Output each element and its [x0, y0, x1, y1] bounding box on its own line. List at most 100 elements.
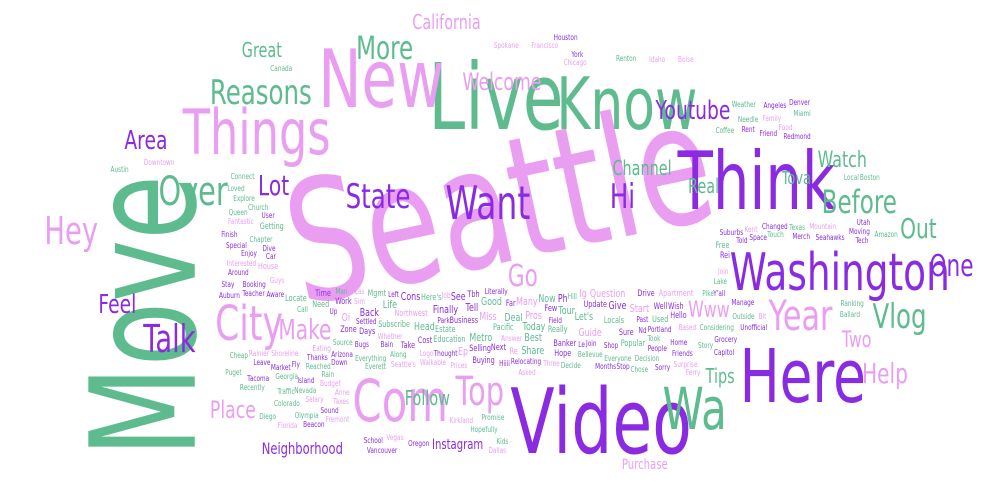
word-finish: Finish: [221, 230, 238, 240]
word-las: Las: [354, 287, 365, 297]
word-story: Story: [697, 340, 713, 350]
word-northwest: Northwest: [394, 309, 429, 320]
word-moving: Moving: [849, 227, 871, 237]
word-man: Man: [335, 287, 348, 297]
word-y-all: Y'all: [713, 289, 726, 299]
word-downtown: Downtown: [143, 158, 174, 168]
word-house: House: [257, 261, 278, 272]
word-explore: Explore: [233, 194, 255, 204]
word-instagram: Instagram: [432, 437, 484, 453]
word-up: Up: [330, 306, 338, 316]
word-bit: Bit: [758, 312, 767, 322]
word-neighborhood: Neighborhood: [261, 439, 344, 458]
word-know: Know: [555, 62, 697, 146]
word-down: Down: [331, 357, 348, 367]
word-island: Island: [297, 376, 315, 386]
word-prices: Prices: [450, 361, 468, 371]
word-start: Start: [629, 302, 649, 316]
word-one: One: [930, 249, 974, 284]
word-family: Family: [762, 114, 782, 124]
word-logo: Logo: [419, 348, 434, 358]
word-good: Good: [481, 295, 503, 309]
word-watch: Watch: [817, 148, 868, 173]
word-video: Video: [510, 370, 692, 475]
word-space: Space: [749, 233, 768, 243]
word-arizona: Arizona: [331, 349, 353, 359]
word-life: Life: [382, 298, 398, 312]
word-follow: Follow: [404, 386, 451, 410]
word-florida: Florida: [277, 421, 298, 431]
word-canada: Canada: [269, 63, 292, 73]
word-cons: Cons: [400, 290, 420, 304]
word-rent: Rent: [741, 124, 756, 134]
word-things: Things: [183, 96, 331, 169]
word-guide: Guide: [578, 325, 603, 339]
word-here-s: Here's: [420, 292, 442, 303]
word-spokane: Spokane: [493, 40, 519, 50]
word-live: Live: [427, 44, 564, 151]
word-place: Place: [209, 396, 256, 424]
word-boston: Boston: [859, 172, 880, 182]
word-drive: Drive: [636, 289, 655, 300]
word-sim: Sim: [354, 297, 366, 307]
word-ferry: Ferry: [685, 368, 701, 378]
word-coffee: Coffee: [715, 126, 734, 136]
word-auburn: Auburn: [219, 290, 241, 300]
word-state: State: [345, 177, 411, 217]
word-next: Next: [491, 343, 507, 354]
word-education: Education: [433, 334, 466, 345]
word-hope: Hope: [553, 348, 571, 359]
word-let-s: Let's: [574, 310, 594, 324]
word-pacific: Pacific: [492, 323, 514, 334]
word-now: Now: [538, 291, 556, 305]
word-cost: Cost: [417, 335, 432, 346]
word-year: Year: [767, 291, 833, 340]
word-stop: Stop: [616, 362, 630, 372]
word-source: Source: [333, 338, 353, 348]
word-past: Past: [636, 315, 649, 325]
word-here: Here: [739, 334, 867, 420]
word-settled: Settled: [356, 316, 377, 326]
word-thought: Thought: [433, 348, 458, 358]
word-friend: Friend: [758, 129, 777, 138]
word-car: Car: [266, 252, 276, 262]
word-dallas: Dallas: [488, 445, 506, 455]
word-anne: Anne: [335, 387, 351, 397]
word-two: Two: [842, 328, 872, 353]
word-more: More: [356, 29, 414, 67]
word-food: Food: [778, 122, 793, 132]
word-eating: Eating: [312, 343, 332, 353]
word-months: Months: [595, 361, 617, 371]
word-go: Go: [507, 259, 538, 294]
word-diego: Diego: [259, 411, 276, 421]
word-getting: Getting: [259, 222, 284, 233]
word-answer: Answer: [501, 333, 523, 343]
word-today: Today: [522, 319, 546, 333]
word-chapter: Chapter: [249, 234, 273, 244]
word-home: Home: [670, 337, 688, 347]
word-join: Join: [717, 266, 729, 276]
word-traffic: Traffic: [277, 386, 295, 396]
word-hello: Hello: [669, 311, 687, 322]
word-manage: Manage: [731, 298, 755, 308]
word-call: Call: [297, 305, 309, 315]
word-church: Church: [247, 202, 268, 212]
word-used: Used: [652, 314, 669, 325]
word-few: Few: [544, 304, 558, 315]
word-three: Three: [542, 358, 560, 368]
word-bellevue: Bellevue: [578, 349, 603, 359]
word-hi: Hi: [609, 177, 636, 217]
word-along: Along: [390, 350, 407, 360]
word-left: Left: [388, 289, 400, 299]
word-tbh: Tbh: [467, 290, 480, 301]
word-hey: Hey: [44, 209, 98, 253]
word-youtube: Youtube: [655, 96, 731, 126]
word-rei: Rei: [719, 251, 730, 262]
word-area: Area: [123, 126, 168, 156]
word-work: Work: [334, 296, 352, 307]
word-surprise: Surprise: [673, 359, 698, 369]
word-merch: Merch: [792, 231, 811, 241]
word-bugs: Bugs: [354, 340, 370, 350]
word-booking: Booking: [242, 279, 266, 289]
word-taxes: Taxes: [332, 397, 349, 407]
